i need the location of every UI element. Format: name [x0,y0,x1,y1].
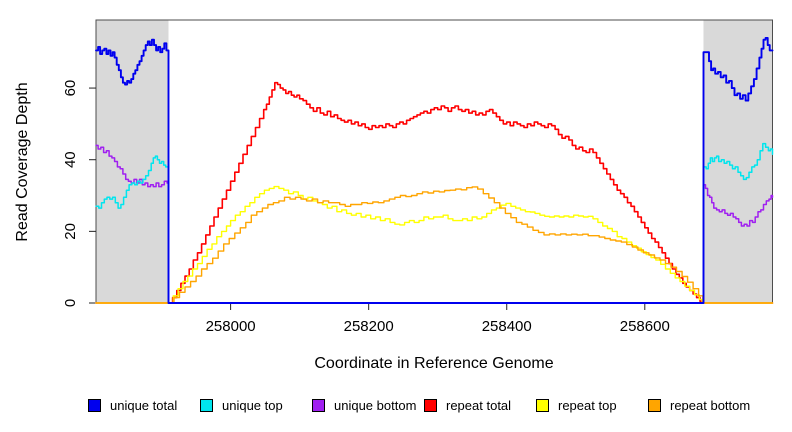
x-tick-label: 258200 [344,318,394,335]
legend-item-unique-top: unique top [200,396,283,414]
x-axis-label: Coordinate in Reference Genome [314,355,554,372]
repeat-total-swatch-icon [424,398,437,412]
series-line-repeat-bottom [95,186,774,304]
legend-item-unique-bottom: unique bottom [312,396,416,414]
x-tick-label: 258600 [620,318,670,335]
legend-label: unique bottom [334,397,417,413]
unique-top-swatch-icon [200,398,213,412]
repeat-top-swatch-icon [536,398,549,412]
legend-item-repeat-bottom: repeat bottom [648,396,750,414]
unique-bottom-swatch-icon [312,398,325,412]
legend-item-repeat-total: repeat total [424,396,511,414]
series-line-repeat-top [95,185,774,304]
x-tick-label: 258400 [482,318,532,335]
series-line-repeat-total [95,81,774,304]
y-tick-label: 0 [62,299,79,307]
legend-label: repeat top [558,397,617,413]
series-line-unique-bottom [95,144,774,304]
legend-label: unique total [110,397,178,413]
legend-label: repeat bottom [670,397,751,413]
y-tick-label: 40 [62,151,79,168]
y-axis-label: Read Coverage Depth [14,82,31,242]
legend-item-repeat-top: repeat top [536,396,617,414]
legend-label: repeat total [446,397,512,413]
repeat-bottom-swatch-icon [648,398,661,412]
series-line-unique-top [95,142,774,304]
y-tick-label: 60 [62,80,79,97]
shaded-region [96,20,169,303]
unique-total-swatch-icon [88,398,101,412]
y-tick-label: 20 [62,223,79,240]
series-line-unique-total [95,36,774,304]
legend: unique total unique top unique bottom re… [0,396,792,416]
x-tick-label: 258000 [206,318,256,335]
legend-item-unique-total: unique total [88,396,177,414]
legend-label: unique top [222,397,283,413]
